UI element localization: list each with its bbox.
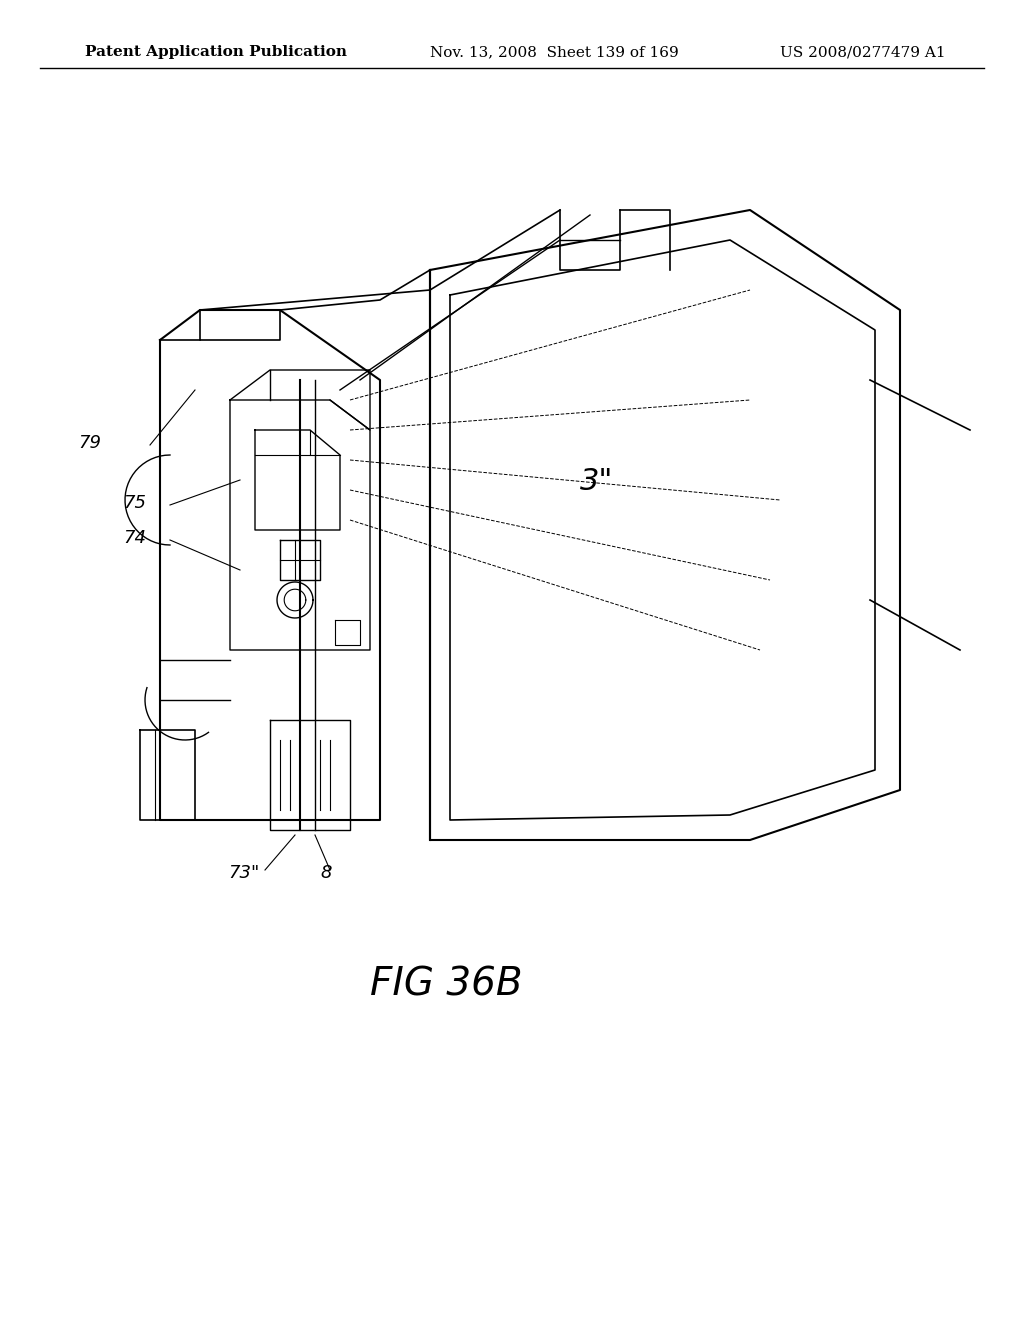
Text: 74: 74 (123, 529, 146, 546)
Text: US 2008/0277479 A1: US 2008/0277479 A1 (780, 45, 945, 59)
Text: 3": 3" (580, 467, 613, 496)
Text: Patent Application Publication: Patent Application Publication (85, 45, 347, 59)
Text: Nov. 13, 2008  Sheet 139 of 169: Nov. 13, 2008 Sheet 139 of 169 (430, 45, 679, 59)
Text: FIG 36B: FIG 36B (370, 966, 522, 1005)
Text: 75: 75 (123, 494, 146, 512)
Text: 8: 8 (319, 865, 332, 882)
Text: 73": 73" (228, 865, 259, 882)
Text: 79: 79 (78, 434, 101, 451)
